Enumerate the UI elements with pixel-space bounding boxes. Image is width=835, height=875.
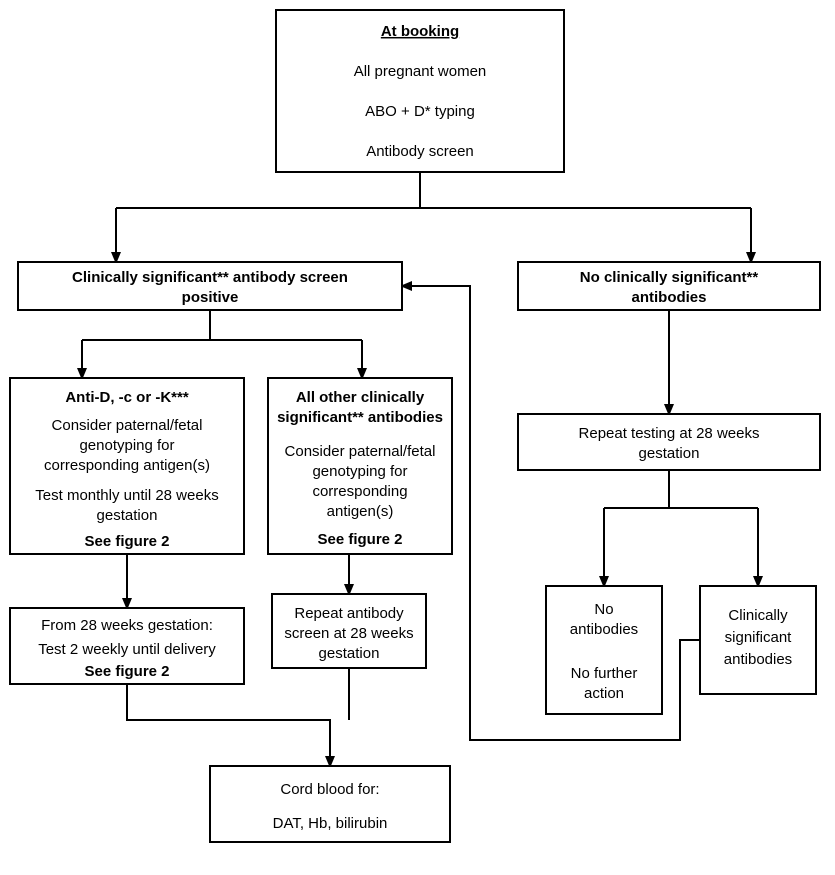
node-text: corresponding antigen(s) <box>44 457 210 474</box>
node-text: See figure 2 <box>317 531 402 548</box>
flowchart-diagram: At booking All pregnant women ABO + D* typ… <box>0 0 835 875</box>
node-text: All pregnant women <box>354 63 487 80</box>
node-text: gestation <box>319 645 380 662</box>
node-from28: From 28 weeks gestation: Test 2 weekly un… <box>10 608 244 684</box>
node-text: antibodies <box>724 651 792 668</box>
node-text: Clinically significant** antibody screen <box>72 269 348 286</box>
node-repeat_ab: Repeat antibody screen at 28 weeks gestati… <box>272 594 426 668</box>
node-clin_pos: Clinically significant** antibody screen… <box>18 262 402 310</box>
node-text: Cord blood for: <box>280 781 379 798</box>
node-text: No <box>594 601 613 618</box>
node-text: All other clinically <box>296 389 425 406</box>
nodes-layer: At booking All pregnant women ABO + D* typ… <box>10 10 820 842</box>
node-text: Consider paternal/fetal <box>52 417 203 434</box>
node-text: genotyping for <box>79 437 174 454</box>
node-text: Anti-D, -c or -K*** <box>65 389 188 406</box>
node-text: No clinically significant** <box>580 269 759 286</box>
node-text: antigen(s) <box>327 503 394 520</box>
node-text: gestation <box>97 507 158 524</box>
node-text: action <box>584 685 624 702</box>
node-text: See figure 2 <box>84 533 169 550</box>
node-text: corresponding <box>312 483 407 500</box>
node-text: genotyping for <box>312 463 407 480</box>
node-text: See figure 2 <box>84 663 169 680</box>
node-text: Antibody screen <box>366 143 474 160</box>
node-text: ABO + D* typing <box>365 103 475 120</box>
node-no_ab: No antibodies No further action <box>546 586 662 714</box>
node-booking: At booking All pregnant women ABO + D* typ… <box>276 10 564 172</box>
node-anti_d: Anti-D, -c or -K*** Consider paternal/fet… <box>10 378 244 554</box>
node-text: gestation <box>639 445 700 462</box>
node-text: From 28 weeks gestation: <box>41 617 213 634</box>
node-text: Test monthly until 28 weeks <box>35 487 218 504</box>
node-text: Clinically <box>728 607 788 624</box>
node-text: Repeat antibody <box>294 605 404 622</box>
node-text: significant** antibodies <box>277 409 443 426</box>
node-text: Repeat testing at 28 weeks <box>579 425 760 442</box>
node-text: At booking <box>381 23 459 40</box>
node-cord: Cord blood for: DAT, Hb, bilirubin <box>210 766 450 842</box>
edge-16 <box>127 684 330 766</box>
node-clin_sig_ab: Clinically significant antibodies <box>700 586 816 694</box>
node-text: Consider paternal/fetal <box>285 443 436 460</box>
node-text: No further <box>571 665 638 682</box>
node-text: antibodies <box>631 289 706 306</box>
node-text: Test 2 weekly until delivery <box>38 641 216 658</box>
node-text: screen at 28 weeks <box>284 625 413 642</box>
node-no_clin: No clinically significant** antibodies <box>518 262 820 310</box>
node-text: DAT, Hb, bilirubin <box>273 815 388 832</box>
node-text: positive <box>182 289 239 306</box>
node-text: significant <box>725 629 793 646</box>
node-other_clin: All other clinically significant** antibo… <box>268 378 452 554</box>
node-text: antibodies <box>570 621 638 638</box>
node-repeat28: Repeat testing at 28 weeks gestation <box>518 414 820 470</box>
